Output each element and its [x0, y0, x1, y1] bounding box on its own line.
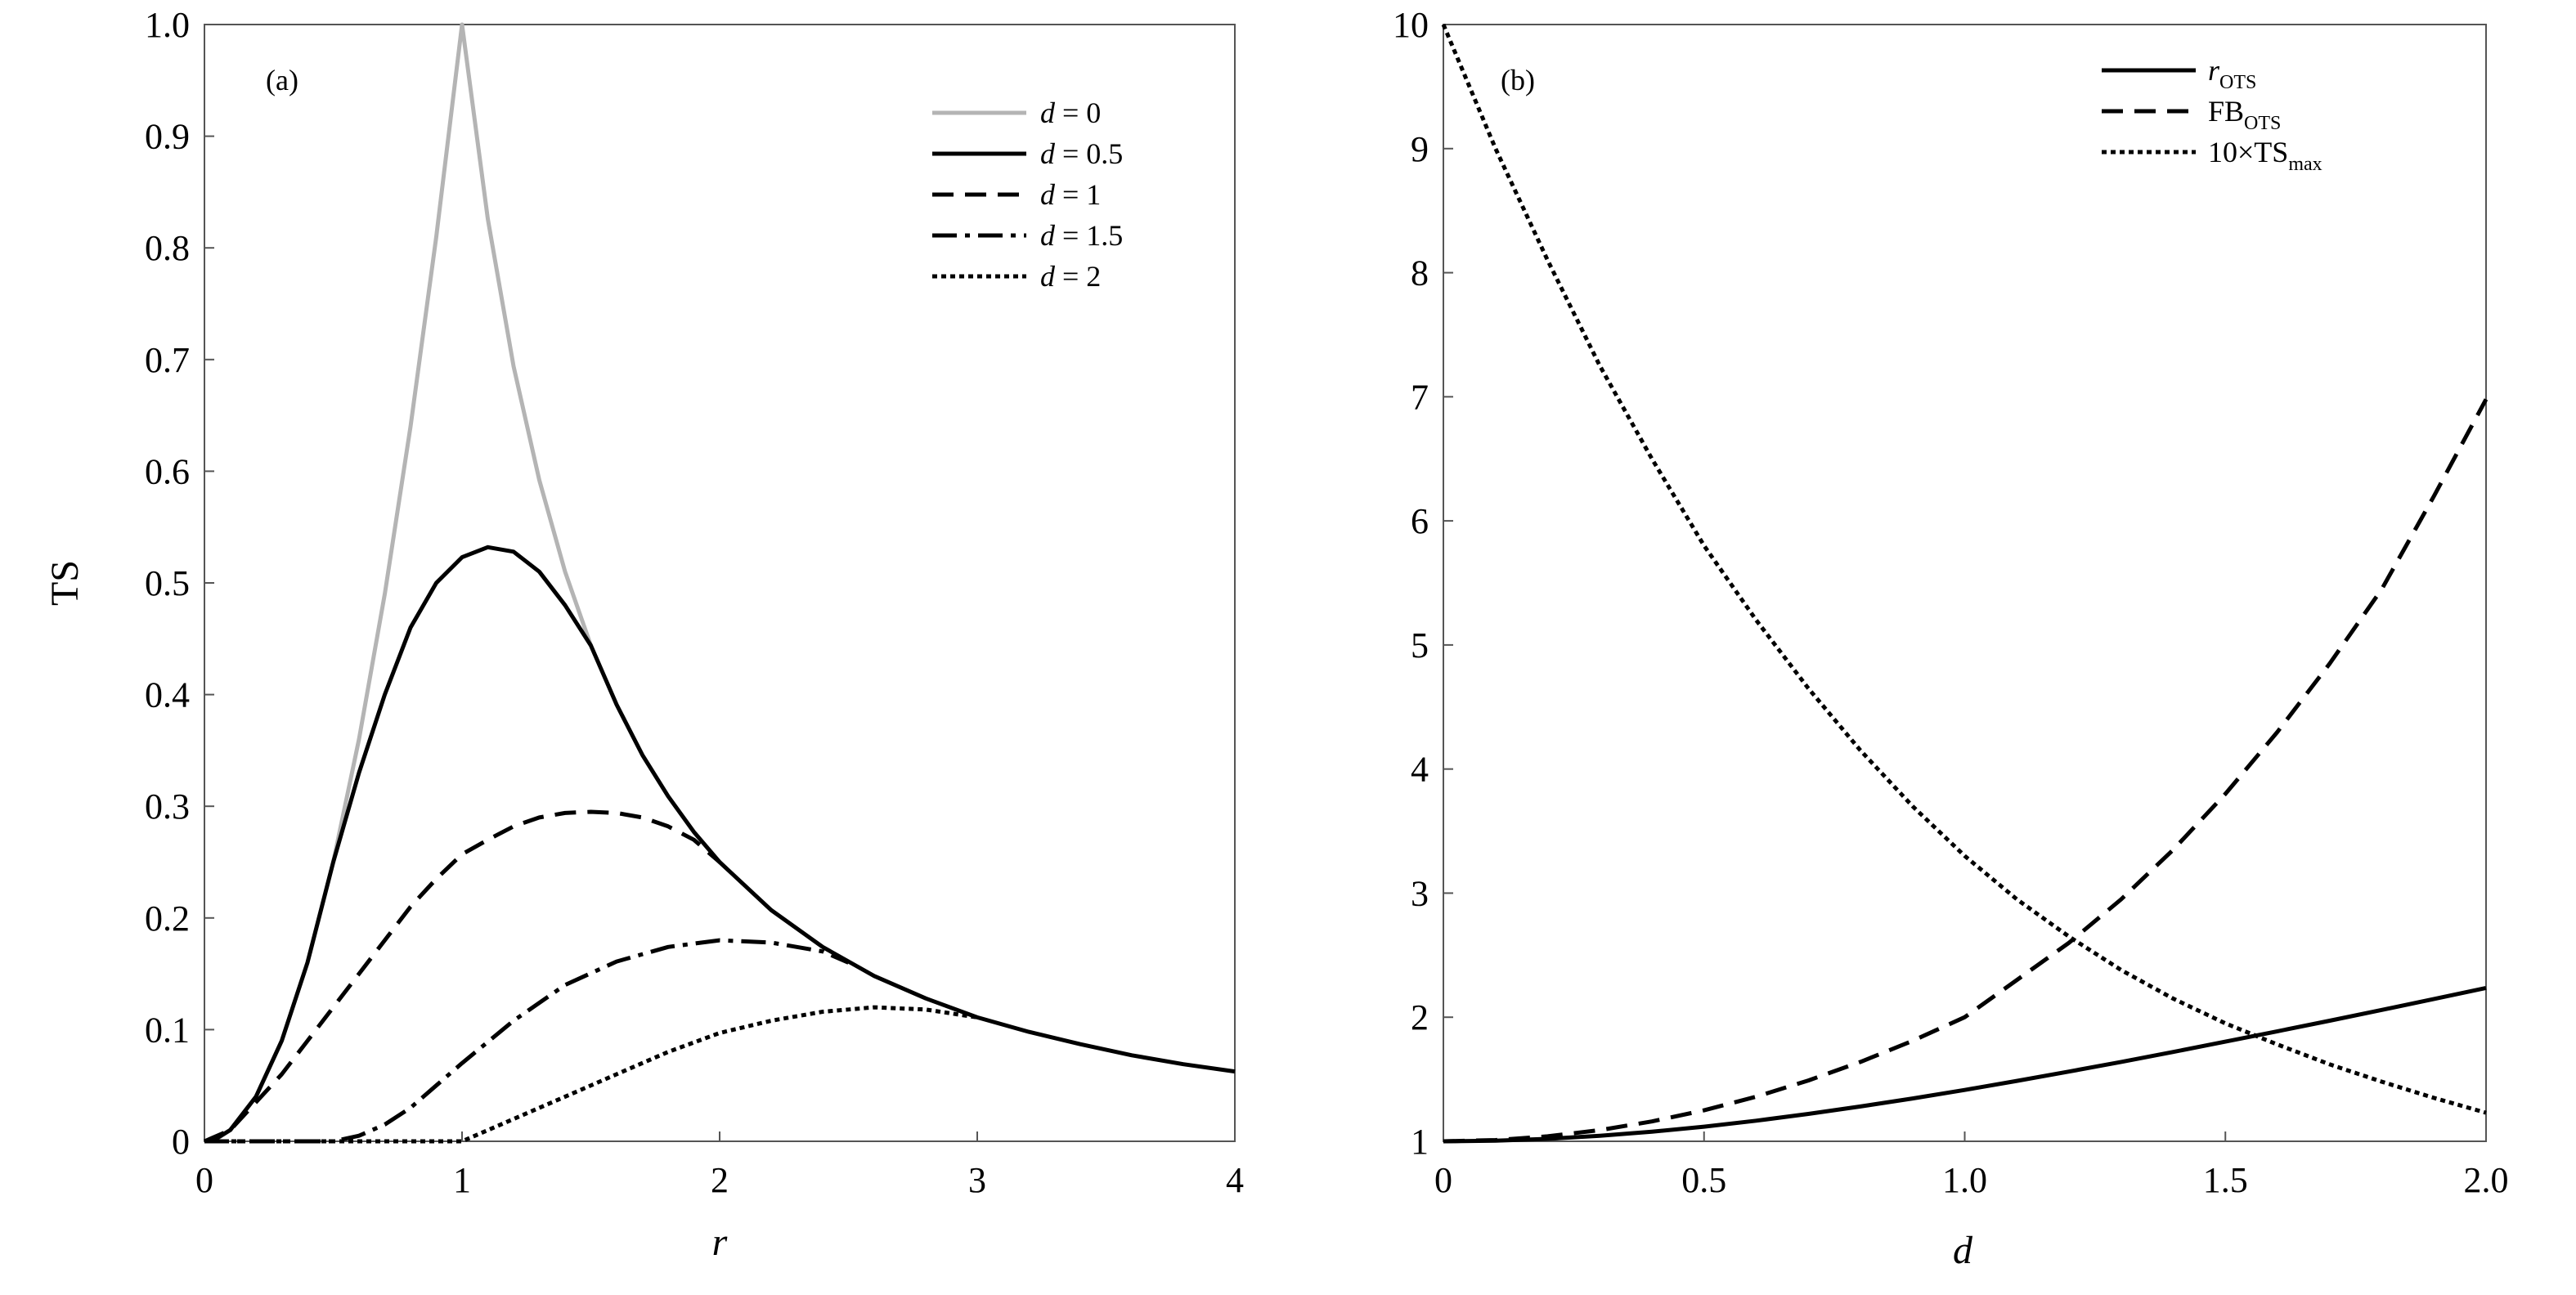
x-tick-label: 4 [1226, 1160, 1244, 1200]
legend-label: FBOTS [2208, 95, 2281, 134]
y-tick-label: 7 [1411, 377, 1429, 417]
panel-b: 1 2 3 4 5 6 7 8 9 10 0 0.5 1.0 1.5 2.0 (b) d rOTSFBOTS10×… [1393, 5, 2509, 1272]
legend-label: d = 1.5 [1040, 219, 1123, 252]
series-line-2 [1443, 398, 2488, 1144]
panel-label: (a) [266, 64, 298, 96]
y-tick-label: 8 [1411, 253, 1429, 294]
y-tick-label: 0.3 [145, 786, 190, 827]
x-axis-label: d [1953, 1229, 1973, 1272]
y-tick-label: 1.0 [145, 5, 190, 45]
y-tick-label: 0.6 [145, 451, 190, 491]
y-axis-label: TS [43, 560, 87, 606]
legend-label: d = 0 [1040, 96, 1101, 129]
x-tick-label: 0.5 [1681, 1160, 1726, 1200]
legend-label: d = 2 [1040, 260, 1101, 293]
series-line-3 [204, 809, 721, 1144]
y-tick-label: 2 [1411, 997, 1429, 1037]
x-tick-label: 0 [1434, 1160, 1452, 1200]
legend: d = 0 d = 0.5 d = 1 d = 1.5 d = 2 [932, 96, 1123, 293]
y-tick-label: 4 [1411, 750, 1429, 790]
legend-label: d = 0.5 [1040, 137, 1123, 170]
y-tick-label: 0 [172, 1122, 190, 1162]
y-tick-label: 0.8 [145, 228, 190, 268]
y-tick-label: 0.9 [145, 117, 190, 157]
series-line-3 [1441, 24, 2487, 1115]
y-tick-label: 10 [1393, 5, 1429, 45]
x-tick-label: 2.0 [2464, 1160, 2509, 1200]
x-tick-label: 3 [968, 1160, 986, 1200]
y-tick-label: 1 [1411, 1122, 1429, 1162]
y-tick-label: 0.5 [145, 563, 190, 603]
panel-a: 0 0.1 0.2 0.3 0.4 0.5 0.6 0.7 0.8 0.9 1.0 0 1 2 3 4 (a) r… [43, 5, 1244, 1264]
y-tick-label: 6 [1411, 501, 1429, 541]
x-tick-label: 1 [453, 1160, 471, 1200]
series-line-4 [204, 938, 850, 1144]
y-tick-label: 5 [1411, 625, 1429, 665]
y-tick-label: 0.7 [145, 340, 190, 380]
x-tick-label: 1.5 [2203, 1160, 2248, 1200]
series-line-1 [1443, 985, 2487, 1144]
series-line-5 [204, 1005, 978, 1144]
legend-label: rOTS [2208, 54, 2256, 93]
y-tick-label: 0.2 [145, 898, 190, 939]
y-tick-label: 3 [1411, 873, 1429, 913]
x-axis-label: r [712, 1221, 728, 1264]
legend-label: d = 1 [1040, 178, 1101, 211]
legend-label: 10×TSmax [2208, 136, 2322, 175]
x-tick-label: 0 [195, 1160, 213, 1200]
y-tick-label: 0.4 [145, 675, 190, 715]
x-tick-label: 2 [711, 1160, 729, 1200]
y-tick-label: 9 [1411, 129, 1429, 169]
x-tick-label: 1.0 [1942, 1160, 1987, 1200]
y-tick-label: 0.1 [145, 1010, 190, 1050]
series-line-2 [204, 544, 1236, 1144]
panel-label: (b) [1501, 64, 1535, 96]
